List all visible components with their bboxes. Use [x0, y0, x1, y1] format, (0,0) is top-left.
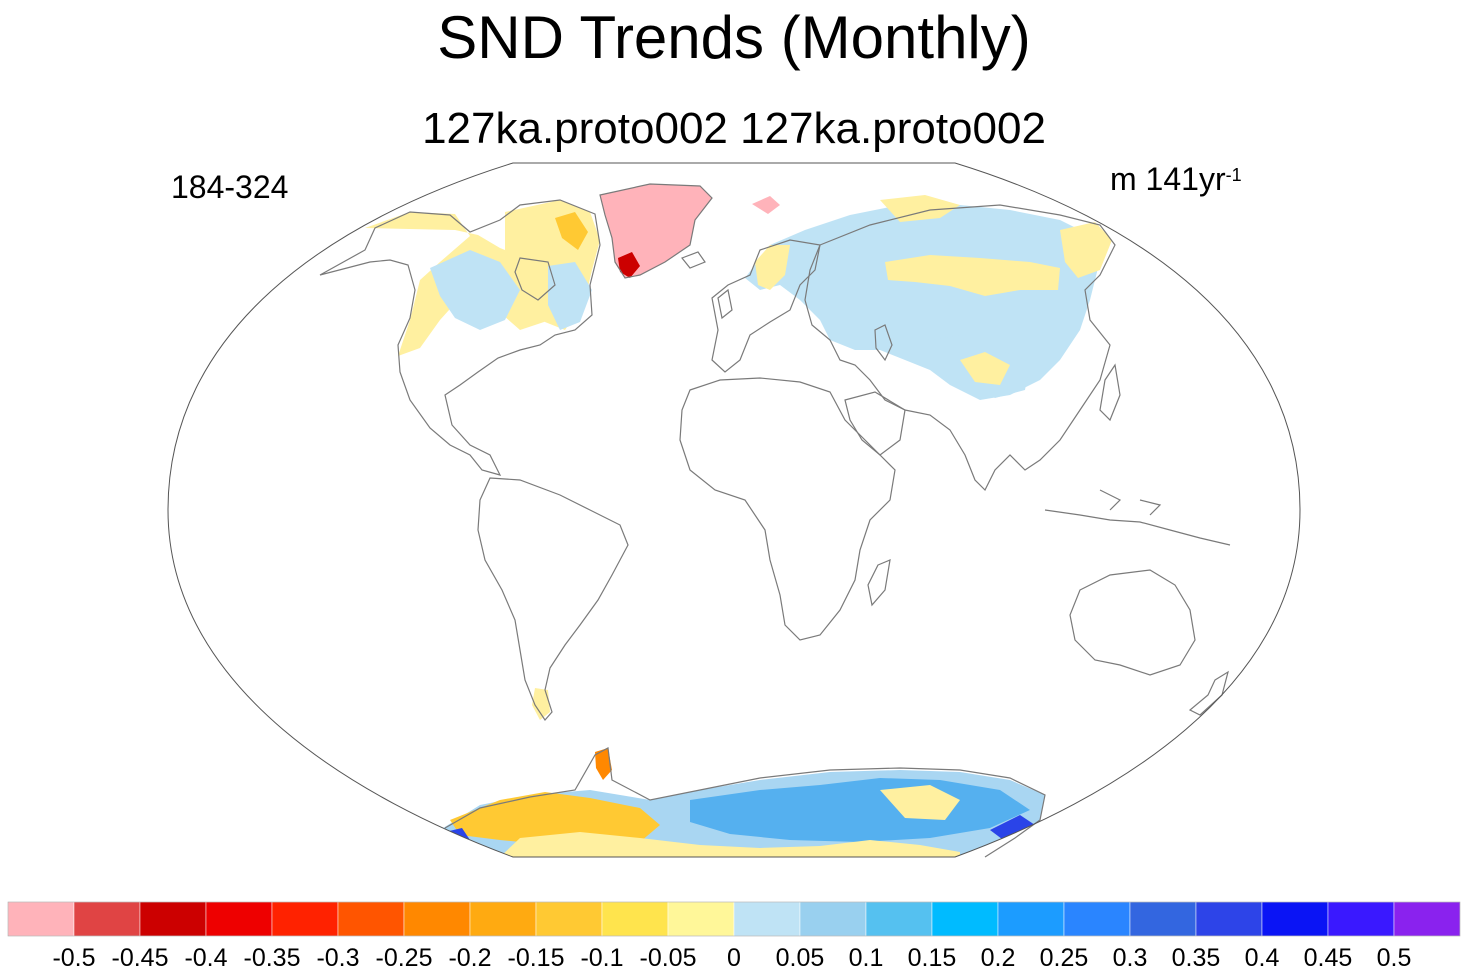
- colorbar-tick-label: -0.1: [580, 944, 623, 972]
- coastlines: [319, 183, 1231, 858]
- colorbar-tick-label: 0.3: [1113, 944, 1148, 972]
- coast-japan: [1099, 363, 1121, 422]
- coast-south-america: [477, 477, 629, 721]
- colorbar-box: [1195, 901, 1263, 937]
- colorbar-box: [601, 901, 669, 937]
- scandinavia-yellow: [755, 245, 790, 290]
- map-subtitle: 127ka.proto002 127ka.proto002: [422, 104, 1046, 153]
- coast-antarctica: [444, 747, 1046, 858]
- colorbar-labels: -0.5 -0.45 -0.4 -0.35 -0.3 -0.25 -0.2 -0.15 -0.1…: [52, 944, 1411, 972]
- colorbar-box: [139, 901, 207, 937]
- coast-greenland: [599, 183, 713, 279]
- colorbar-box: [733, 901, 801, 937]
- eurasia-yellow-band: [885, 255, 1060, 296]
- colorbar-outline: [7, 901, 1461, 937]
- colorbar: -0.5 -0.45 -0.4 -0.35 -0.3 -0.25 -0.2 -0.15 -0.1…: [7, 901, 1461, 972]
- coast-hudson: [514, 257, 556, 301]
- colorbar-box: [7, 901, 75, 937]
- svalbard-pink: [752, 196, 780, 214]
- colorbar-tick-label: -0.25: [376, 944, 433, 972]
- patagonia-yellow: [532, 688, 550, 720]
- colorbar-tick-label: -0.05: [640, 944, 697, 972]
- colorbar-tick-label: 0.35: [1172, 944, 1221, 972]
- peninsula-orange: [595, 748, 612, 780]
- colorbar-box: [1393, 901, 1461, 937]
- coast-iceland: [681, 251, 706, 269]
- colorbar-box: [1261, 901, 1329, 937]
- colorbar-box: [1129, 901, 1197, 937]
- colorbar-tick-label: 0.45: [1304, 944, 1353, 972]
- world-map: [167, 162, 1301, 858]
- units-exponent: -1: [1225, 165, 1242, 185]
- colorbar-tick-label: -0.15: [508, 944, 565, 972]
- colorbar-tick-label: 0.4: [1245, 944, 1280, 972]
- coast-arabia: [844, 391, 906, 456]
- colorbar-box: [1063, 901, 1131, 937]
- colorbar-box: [205, 901, 273, 937]
- colorbar-tick-label: 0.1: [849, 944, 884, 972]
- colorbar-box: [997, 901, 1065, 937]
- eurasia-yellow-east: [1060, 222, 1112, 278]
- colorbar-tick-label: -0.45: [112, 944, 169, 972]
- coast-asia: [804, 204, 1116, 492]
- colorbar-box: [403, 901, 471, 937]
- antarctica-dark-blue-edge: [990, 815, 1035, 845]
- coast-indonesia: [1044, 489, 1231, 546]
- na-blue-patch-2: [548, 262, 592, 330]
- colorbar-box: [469, 901, 537, 937]
- greenland-red-edge: [618, 252, 640, 278]
- colorbar-box: [73, 901, 141, 937]
- asia-yellow-patch: [960, 352, 1010, 385]
- units-text: m 141yr: [1110, 161, 1226, 197]
- colorbar-box: [535, 901, 603, 937]
- colorbar-tick-label: -0.3: [316, 944, 359, 972]
- antarctica-orange: [450, 792, 660, 848]
- colorbar-box: [931, 901, 999, 937]
- map-title: SND Trends (Monthly): [437, 4, 1031, 71]
- colorbar-box: [865, 901, 933, 937]
- coast-caspian: [874, 324, 893, 362]
- colorbar-boxes: [7, 901, 1461, 937]
- eurasia-yellow-north: [880, 195, 960, 222]
- colorbar-box: [271, 901, 339, 937]
- colorbar-tick-label: 0.15: [908, 944, 957, 972]
- antarctica-yellow: [500, 832, 960, 857]
- colorbar-tick-label: -0.35: [244, 944, 301, 972]
- coast-north-america: [319, 199, 601, 476]
- colorbar-tick-label: -0.2: [448, 944, 491, 972]
- colorbar-box: [1327, 901, 1395, 937]
- coast-madagascar: [867, 559, 891, 607]
- colorbar-box: [337, 901, 405, 937]
- colorbar-tick-label: 0: [727, 944, 741, 972]
- coast-uk: [717, 288, 733, 320]
- na-blue-patch: [430, 250, 520, 330]
- colorbar-tick-label: 0.2: [981, 944, 1016, 972]
- globe-outline: [167, 162, 1301, 858]
- colorbar-box: [667, 901, 735, 937]
- colorbar-tick-label: -0.4: [184, 944, 227, 972]
- colorbar-tick-label: 0.05: [776, 944, 825, 972]
- trend-shading: [365, 184, 1112, 857]
- coast-africa: [679, 377, 896, 641]
- coast-new-zealand: [1188, 670, 1229, 716]
- units-label: m 141yr-1: [1110, 160, 1242, 198]
- coast-australia: [1069, 569, 1196, 676]
- colorbar-tick-label: -0.5: [52, 944, 95, 972]
- colorbar-tick-label: 0.25: [1040, 944, 1089, 972]
- antarctica-yellow-mid: [880, 785, 960, 820]
- na-orange-patch: [555, 212, 588, 250]
- coast-europe: [711, 239, 821, 373]
- colorbar-box: [799, 901, 867, 937]
- eurasia-blue: [745, 205, 1100, 400]
- period-label: 184-324: [171, 169, 289, 205]
- colorbar-tick-label: 0.5: [1377, 944, 1412, 972]
